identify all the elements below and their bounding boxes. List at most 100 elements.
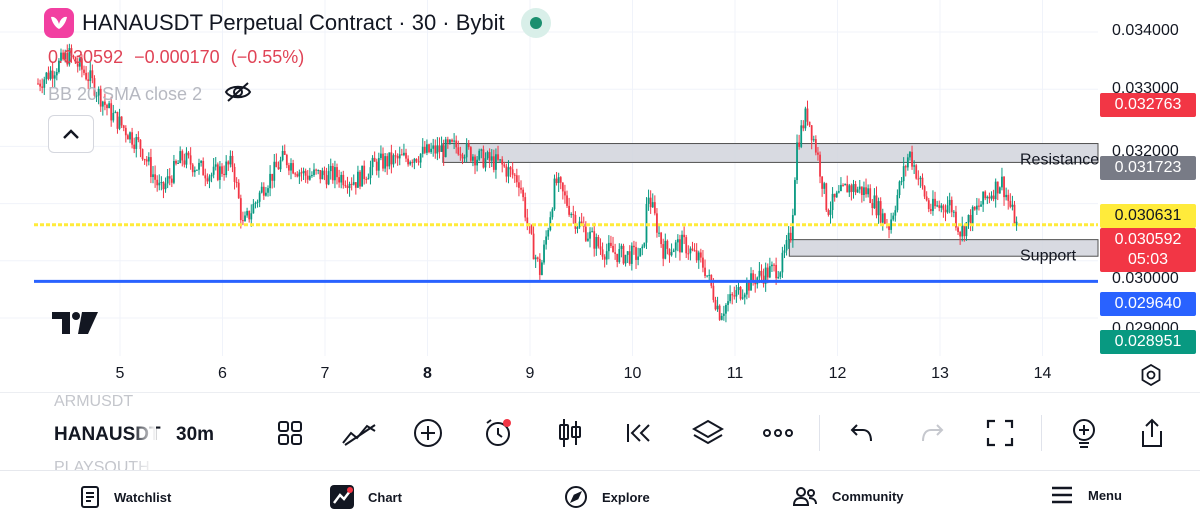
candle-body (538, 258, 541, 275)
candle-body (536, 257, 539, 259)
candle-body (313, 169, 315, 176)
alert-clock-icon[interactable] (482, 417, 514, 449)
candle-body (863, 187, 865, 196)
candle-body (846, 183, 849, 193)
candle-body (340, 174, 343, 183)
candle-body (534, 257, 537, 260)
candle-body (771, 264, 773, 267)
undo-icon[interactable] (846, 417, 878, 449)
candle-body (137, 137, 140, 140)
candle-body (909, 151, 911, 158)
chart-settings-icon[interactable] (1140, 363, 1162, 391)
candle-body (210, 174, 213, 177)
candle-body (41, 86, 44, 88)
collapse-legend-button[interactable] (48, 115, 94, 153)
candle-body (702, 257, 704, 268)
nav-menu[interactable]: Menu (1050, 485, 1122, 505)
candle-body (501, 159, 504, 165)
candle-body (595, 236, 598, 249)
candle-body (685, 237, 688, 254)
candle-body (229, 155, 232, 165)
candle-body (185, 152, 188, 165)
layers-icon[interactable] (692, 417, 724, 449)
support-zone (788, 239, 1099, 257)
candle-body (1005, 194, 1008, 198)
candle-body (72, 55, 75, 58)
candle-body (244, 215, 246, 222)
candle-body (699, 252, 702, 258)
candle-body (91, 70, 94, 79)
market-status-icon[interactable] (520, 8, 551, 38)
chart-header: HANAUSDT Perpetual Contract · 30 · Bybit (44, 8, 551, 38)
eye-hidden-icon[interactable] (224, 81, 252, 108)
candle-body (461, 154, 464, 159)
candle-body (112, 112, 115, 121)
candle-body (334, 167, 336, 181)
candle-body (842, 184, 844, 186)
nav-watchlist[interactable]: Watchlist (80, 485, 171, 509)
indicator-legend[interactable]: BB 20 SMA close 2 (48, 81, 252, 108)
candle-body (614, 252, 617, 254)
nav-chart[interactable]: Chart (330, 485, 402, 509)
candle-body (975, 205, 978, 210)
candle-body (553, 178, 556, 210)
candle-body (649, 197, 652, 208)
nav-community[interactable]: Community (792, 485, 904, 507)
candle-body (237, 182, 240, 199)
candle-body (321, 170, 324, 180)
candle-body (74, 57, 77, 64)
candle-body (162, 182, 165, 190)
candle-body (453, 140, 456, 142)
candle-body (338, 177, 341, 183)
candle-body (396, 156, 399, 159)
nav-explore[interactable]: Explore (564, 485, 650, 509)
candle-body (591, 231, 594, 233)
candle-body (411, 161, 414, 163)
more-dots-icon[interactable] (762, 417, 794, 449)
candle-body (455, 140, 458, 148)
candle-body (653, 202, 656, 214)
candle-body (239, 198, 242, 221)
replay-rewind-icon[interactable] (622, 417, 654, 449)
chart-area[interactable]: Resistance Support HANAUSDT Perpetual Con… (0, 0, 1200, 392)
candle-body (624, 254, 627, 264)
candle-body (555, 178, 558, 184)
fullscreen-icon[interactable] (984, 417, 1016, 449)
ideas-bulb-icon[interactable] (1068, 417, 1100, 449)
candle-body (777, 276, 780, 279)
candle-body (969, 214, 972, 226)
candle-body (737, 287, 740, 291)
candle-body (440, 145, 443, 152)
candle-body (325, 175, 328, 185)
redo-icon[interactable] (916, 417, 948, 449)
interval-selector[interactable]: 30m (176, 424, 215, 445)
candle-body (327, 171, 330, 185)
candle-body (656, 213, 658, 233)
share-icon[interactable] (1136, 417, 1168, 449)
candle-body (605, 251, 608, 260)
y-tick-label: 0.030000 (1112, 270, 1179, 287)
symbol-title[interactable]: HANAUSDT Perpetual Contract · 30 · Bybit (82, 10, 505, 35)
candle-body (346, 185, 349, 189)
candle-body (129, 132, 131, 140)
layout-grid-icon[interactable] (274, 417, 306, 449)
add-indicator-icon[interactable] (412, 417, 444, 449)
candle-body (904, 166, 907, 168)
candle-body (706, 275, 709, 277)
candle-body (610, 242, 612, 246)
candles-style-icon[interactable] (554, 417, 586, 449)
candle-body (64, 52, 67, 60)
toolbar-divider (819, 415, 820, 451)
candle-body (442, 145, 445, 157)
candle-body (844, 183, 847, 186)
candle-body (189, 155, 192, 165)
candle-body (593, 231, 596, 249)
candle-body (814, 139, 817, 153)
candle-body (428, 144, 430, 153)
symbol-prev[interactable]: ARMUSDT (54, 393, 134, 410)
drawing-tools-icon[interactable] (340, 417, 380, 449)
price-chart[interactable]: Resistance Support (0, 0, 1200, 392)
candle-body (290, 163, 292, 171)
chart-nav-icon (330, 485, 354, 509)
candle-body (712, 285, 715, 300)
